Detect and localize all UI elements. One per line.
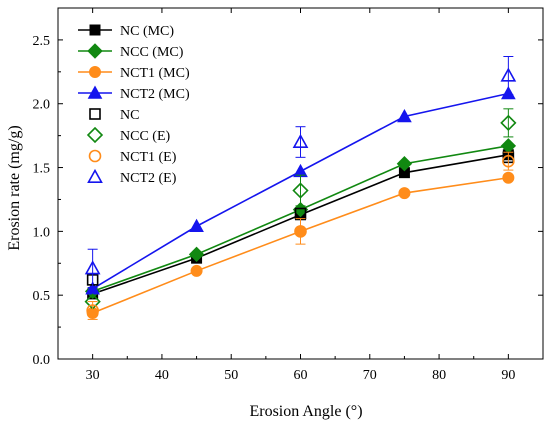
data-point <box>292 133 309 149</box>
legend-label: NCC (MC) <box>120 45 184 60</box>
legend: NC (MC) NCC (MC) NCT1 (MC) NCT2 (MC) NC NCC (… <box>78 24 190 186</box>
x-tick-label: 50 <box>224 368 238 383</box>
legend-item-3: NCT2 (MC) <box>78 85 190 102</box>
legend-marker <box>88 149 102 163</box>
legend-label: NC <box>120 108 139 123</box>
legend-item-5: NCC (E) <box>86 126 171 144</box>
legend-label: NCT2 (E) <box>120 171 177 186</box>
legend-marker <box>87 43 103 59</box>
legend-item-1: NCC (MC) <box>78 43 184 60</box>
data-point <box>188 246 205 263</box>
x-tick-label: 80 <box>432 368 446 383</box>
x-axis: 30 40 50 60 70 80 90 <box>86 8 544 383</box>
legend-item-0: NC (MC) <box>78 24 174 39</box>
data-point <box>502 154 515 168</box>
data-point <box>397 108 412 123</box>
series-7 <box>84 56 517 289</box>
data-point <box>84 260 101 275</box>
x-tick-label: 70 <box>363 368 377 383</box>
data-point <box>500 67 517 82</box>
legend-item-6: NCT1 (E) <box>88 149 177 165</box>
y-axis-title: Erosion rate (mg/g) <box>6 125 23 250</box>
data-point <box>502 171 515 184</box>
data-point <box>396 156 413 172</box>
legend-marker <box>89 66 101 78</box>
data-point <box>292 182 309 199</box>
legend-marker <box>89 108 101 120</box>
legend-label: NCT2 (MC) <box>120 87 190 102</box>
legend-marker <box>89 24 101 36</box>
x-axis-title: Erosion Angle (°) <box>249 403 362 420</box>
legend-item-2: NCT1 (MC) <box>78 66 190 81</box>
y-tick-label: 2.0 <box>33 98 51 113</box>
data-point <box>86 304 99 317</box>
y-tick-label: 1.5 <box>33 162 51 177</box>
legend-label: NCC (E) <box>120 129 171 144</box>
data-point <box>398 187 411 200</box>
data-point <box>190 264 203 277</box>
y-tick-label: 2.5 <box>33 34 51 49</box>
y-axis: 0.0 0.5 1.0 1.5 2.0 2.5 <box>33 34 543 368</box>
legend-label: NCT1 (MC) <box>120 66 190 81</box>
legend-marker <box>86 126 104 144</box>
y-tick-label: 0.0 <box>33 353 51 368</box>
x-tick-label: 60 <box>294 368 308 383</box>
legend-label: NC (MC) <box>120 24 174 39</box>
data-point <box>500 114 517 132</box>
x-tick-label: 40 <box>155 368 169 383</box>
legend-item-7: NCT2 (E) <box>87 168 177 186</box>
series-layer <box>84 56 517 320</box>
x-tick-label: 30 <box>86 368 100 383</box>
data-point <box>294 225 307 238</box>
legend-marker <box>87 85 103 99</box>
data-point <box>189 218 204 232</box>
legend-label: NCT1 (E) <box>120 150 177 165</box>
x-tick-label: 90 <box>501 368 515 383</box>
series-6 <box>86 151 515 320</box>
legend-item-4: NC <box>89 108 139 123</box>
series-5 <box>84 108 517 310</box>
legend-marker <box>87 168 103 183</box>
y-tick-label: 0.5 <box>33 289 51 304</box>
y-tick-label: 1.0 <box>33 225 51 240</box>
